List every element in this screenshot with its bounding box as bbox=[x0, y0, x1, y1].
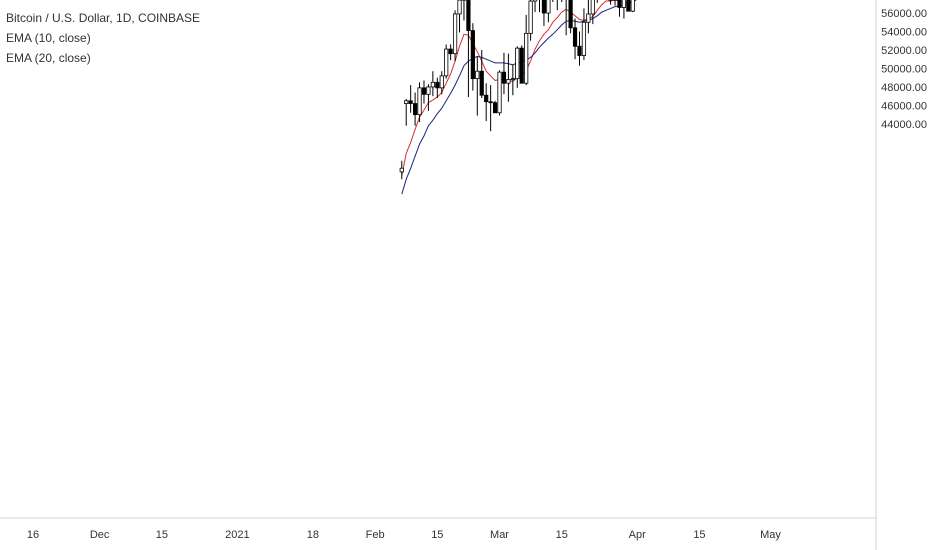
candle[interactable] bbox=[621, 0, 627, 8]
symbol-title[interactable]: Bitcoin / U.S. Dollar, 1D, COINBASE bbox=[6, 11, 201, 25]
price-tick-label: 44000.00 bbox=[881, 119, 927, 131]
time-tick-label: Feb bbox=[366, 529, 385, 541]
price-tick-label: 58000.00 bbox=[881, 0, 927, 2]
time-tick-label: 2021 bbox=[225, 529, 249, 541]
candle[interactable] bbox=[484, 94, 489, 103]
time-tick-label: 15 bbox=[693, 529, 705, 541]
candle[interactable] bbox=[457, 0, 462, 15]
time-tick-label: Dec bbox=[90, 529, 110, 541]
candle[interactable] bbox=[408, 100, 413, 104]
candle[interactable] bbox=[439, 75, 444, 89]
candle[interactable] bbox=[479, 70, 484, 96]
price-tick-label: 52000.00 bbox=[881, 45, 927, 57]
ema20-line bbox=[401, 0, 637, 195]
candle[interactable] bbox=[492, 102, 498, 114]
candle[interactable] bbox=[532, 0, 538, 2]
candle[interactable] bbox=[435, 81, 440, 89]
candle[interactable] bbox=[568, 0, 573, 29]
time-tick-label: Apr bbox=[629, 529, 646, 541]
candle[interactable] bbox=[577, 45, 582, 56]
candle[interactable] bbox=[515, 47, 520, 80]
price-tick-label: 50000.00 bbox=[881, 63, 927, 75]
price-tick-label: 48000.00 bbox=[881, 82, 927, 94]
candle[interactable] bbox=[581, 21, 587, 56]
candle[interactable] bbox=[501, 71, 507, 84]
price-tick-label: 46000.00 bbox=[881, 100, 927, 112]
candle[interactable] bbox=[519, 47, 524, 84]
candle[interactable] bbox=[524, 32, 529, 84]
candle[interactable] bbox=[417, 87, 422, 116]
time-tick-label: 15 bbox=[431, 529, 443, 541]
legend: Bitcoin / U.S. Dollar, 1D, COINBASE EMA … bbox=[6, 8, 200, 68]
candle[interactable] bbox=[497, 71, 502, 114]
candle[interactable] bbox=[466, 0, 471, 31]
candle[interactable] bbox=[506, 79, 511, 84]
ema10-legend[interactable]: EMA (10, close) bbox=[6, 31, 91, 45]
candle[interactable] bbox=[590, 0, 595, 15]
candle[interactable] bbox=[630, 0, 635, 12]
price-tick-label: 56000.00 bbox=[881, 8, 927, 20]
candle[interactable] bbox=[452, 13, 458, 55]
candle[interactable] bbox=[510, 78, 515, 81]
time-tick-label: 15 bbox=[156, 529, 168, 541]
candle[interactable] bbox=[546, 0, 551, 14]
candle[interactable] bbox=[528, 0, 533, 34]
candle[interactable] bbox=[421, 87, 427, 95]
candle[interactable] bbox=[617, 0, 622, 8]
candle[interactable] bbox=[399, 167, 404, 173]
candle[interactable] bbox=[586, 13, 591, 23]
candle[interactable] bbox=[572, 27, 578, 47]
plot-area[interactable] bbox=[0, 0, 876, 195]
candle[interactable] bbox=[444, 48, 449, 77]
price-axis[interactable]: 44000.00 46000.00 48000.00 50000.00 52000.00… bbox=[881, 0, 927, 131]
time-tick-label: 15 bbox=[556, 529, 568, 541]
time-tick-label: 16 bbox=[27, 529, 39, 541]
time-tick-label: Mar bbox=[490, 529, 509, 541]
candle[interactable] bbox=[626, 0, 631, 12]
time-tick-label: May bbox=[760, 529, 781, 541]
candle[interactable] bbox=[412, 103, 418, 116]
time-tick-label: 18 bbox=[307, 529, 319, 541]
candle[interactable] bbox=[488, 101, 493, 104]
price-tick-label: 54000.00 bbox=[881, 27, 927, 39]
candle[interactable] bbox=[470, 30, 475, 80]
candle[interactable] bbox=[404, 100, 409, 104]
time-axis[interactable]: 16 Dec 15 2021 18 Feb 15 Mar 15 Apr 15 May bbox=[27, 529, 782, 541]
candle[interactable] bbox=[426, 86, 431, 95]
candle[interactable] bbox=[430, 81, 435, 88]
candle[interactable] bbox=[541, 0, 547, 14]
candle[interactable] bbox=[448, 48, 453, 55]
ema20-legend[interactable]: EMA (20, close) bbox=[6, 51, 91, 65]
candle[interactable] bbox=[475, 70, 480, 80]
